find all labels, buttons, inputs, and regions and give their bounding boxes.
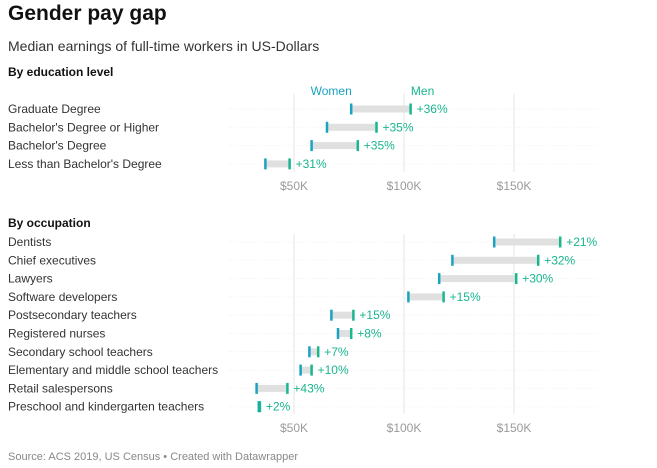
chart-subtitle: Median earnings of full-time workers in … [8, 38, 320, 54]
panel-1-category-label: Bachelor's Degree [8, 139, 107, 153]
panel-2-women-marker [492, 236, 496, 248]
legend-men: Men [411, 84, 434, 98]
panel-2-range-bar [338, 330, 352, 337]
panel-1-gap-label: +36% [417, 102, 448, 116]
panel-2-category-label: Retail salespersons [8, 381, 113, 395]
panel-1-category-label: Graduate Degree [8, 102, 101, 116]
panel-2-men-marker [352, 309, 355, 321]
panel-2-gap-label: +32% [544, 253, 575, 267]
panel-2-range-bar [300, 366, 312, 374]
panel-2-men-marker [286, 382, 289, 394]
panel-1-gap-label: +31% [296, 157, 327, 171]
panel-2-women-marker [255, 382, 258, 394]
panel-2-title: By occupation [8, 216, 91, 230]
panel-1-x-tick-label: $100K [387, 179, 422, 193]
panel-2-range-bar [331, 311, 354, 319]
panel-2-category-label: Secondary school teachers [8, 345, 153, 359]
panel-1-range-bar [265, 160, 290, 168]
panel-2-men-marker [442, 291, 445, 303]
panel-1-women-marker [349, 103, 353, 115]
panel-2-women-marker [407, 291, 410, 303]
panel-2-gap-label: +7% [324, 345, 349, 359]
panel-2-range-bar [309, 348, 319, 356]
panel-2-range-bar [408, 293, 444, 301]
panel-2-gap-label: +15% [450, 290, 481, 304]
panel-2-category-label: Lawyers [8, 272, 53, 286]
panel-2-men-marker [558, 236, 562, 248]
panel-2-category-label: Postsecondary teachers [8, 308, 137, 322]
legend-women: Women [311, 84, 352, 98]
panel-2-category-label: Dentists [8, 235, 51, 249]
panel-2-x-tick-label: $50K [280, 421, 308, 435]
panel-1-women-marker [264, 158, 267, 170]
panel-1-title: By education level [8, 65, 113, 79]
panel-1-range-bar [311, 142, 358, 150]
panel-1-category-label: Bachelor's Degree or Higher [8, 120, 159, 134]
panel-2-women-marker [451, 254, 454, 266]
panel-1-range-bar [351, 105, 411, 113]
panel-1-men-marker [375, 121, 378, 133]
panel-2-women-marker [299, 364, 302, 376]
panel-1-category-label: Less than Bachelor's Degree [8, 157, 162, 171]
panel-2-gap-label: +8% [357, 327, 382, 341]
panel-2-category-label: Registered nurses [8, 327, 105, 341]
panel-2-category-label: Chief executives [8, 253, 96, 267]
panel-2-category-label: Elementary and middle school teachers [8, 363, 218, 377]
panel-2-gap-label: +2% [266, 400, 291, 414]
panel-2-men-marker [349, 328, 353, 339]
panel-2-women-marker [437, 273, 441, 285]
panel-2-gap-label: +30% [522, 272, 553, 286]
panel-2-x-tick-label: $150K [497, 421, 532, 435]
source-note: Source: ACS 2019, US Census • Created wi… [8, 451, 298, 463]
panel-2-category-label: Preschool and kindergarten teachers [8, 400, 204, 414]
panel-1-women-marker [310, 140, 313, 152]
panel-1-men-marker [356, 140, 360, 152]
panel-1-x-tick-label: $150K [497, 179, 532, 193]
panel-1-women-marker [325, 121, 329, 133]
panel-2-gap-label: +10% [318, 363, 349, 377]
panel-2-category-label: Software developers [8, 290, 117, 304]
panel-1-gap-label: +35% [383, 120, 414, 134]
panel-2-women-marker [336, 328, 340, 339]
panel-2-range-bar [494, 238, 561, 246]
panel-2-x-tick-label: $100K [387, 421, 422, 435]
panel-2-gap-label: +21% [566, 235, 597, 249]
panel-2-range-bar [256, 384, 288, 392]
panel-2-men-marker [258, 401, 262, 413]
panel-1-men-marker [409, 103, 412, 115]
chart-title: Gender pay gap [8, 2, 167, 25]
panel-2-gap-label: +15% [359, 308, 390, 322]
panel-1-range-bar [327, 123, 377, 131]
panel-2-range-bar [452, 256, 539, 264]
panel-2-men-marker [316, 346, 320, 358]
panel-2-range-bar [439, 275, 517, 283]
panel-1-x-tick-label: $50K [280, 179, 308, 193]
panel-2-women-marker [330, 309, 333, 321]
panel-1-gap-label: +35% [364, 139, 395, 153]
panel-1-men-marker [288, 158, 291, 170]
panel-2-women-marker [308, 346, 311, 358]
panel-2-men-marker [536, 254, 540, 266]
panel-2-gap-label: +43% [293, 381, 324, 395]
panel-2-men-marker [310, 364, 313, 376]
panel-2-men-marker [514, 273, 518, 285]
